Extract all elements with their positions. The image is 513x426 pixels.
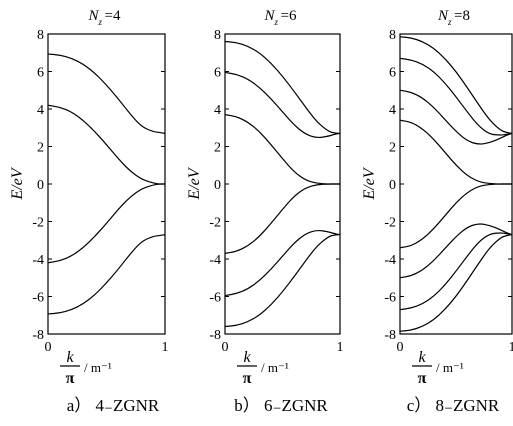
- energy-band-4: [225, 184, 340, 253]
- y-tick-label: 2: [389, 141, 396, 156]
- x-axis-label-k: k: [418, 349, 426, 366]
- energy-band-4: [48, 235, 165, 314]
- y-tick-label: 8: [37, 28, 44, 43]
- panel-caption: c） 8₋ZGNR: [407, 396, 500, 415]
- energy-band-2: [400, 58, 512, 135]
- energy-band-3: [400, 90, 512, 144]
- energy-band-1: [400, 37, 512, 134]
- y-tick-label: -6: [32, 291, 44, 306]
- panel-caption: b） 6₋ZGNR: [234, 396, 328, 415]
- energy-band-2: [48, 105, 165, 184]
- energy-band-4: [400, 120, 512, 184]
- y-tick-label: -2: [32, 216, 44, 231]
- y-tick-label: 4: [37, 103, 44, 118]
- y-tick-label: -4: [32, 253, 44, 268]
- x-tick-label: 1: [337, 340, 344, 355]
- y-tick-label: 0: [214, 178, 221, 193]
- panel-caption: a） 4₋ZGNR: [67, 396, 160, 415]
- y-tick-label: -8: [32, 328, 44, 343]
- y-tick-label: -8: [209, 328, 221, 343]
- y-tick-label: -2: [384, 216, 396, 231]
- x-axis-label-unit: / m⁻¹: [436, 360, 464, 375]
- y-tick-label: 4: [389, 103, 396, 118]
- y-tick-label: -8: [384, 328, 396, 343]
- energy-band-3: [48, 184, 165, 263]
- y-tick-label: 2: [37, 141, 44, 156]
- panel-title-subscript: z: [447, 17, 452, 27]
- x-tick-label: 0: [397, 340, 404, 355]
- y-axis-label: E/eV: [9, 166, 26, 200]
- y-tick-label: -4: [209, 253, 221, 268]
- y-tick-label: 8: [214, 28, 221, 43]
- y-tick-label: 2: [214, 141, 221, 156]
- y-axis-label: E/eV: [361, 166, 378, 200]
- y-tick-label: 6: [214, 66, 221, 81]
- y-tick-label: -2: [209, 216, 221, 231]
- energy-band-6: [400, 224, 512, 278]
- y-tick-label: 6: [389, 66, 396, 81]
- energy-band-3: [225, 115, 340, 184]
- y-tick-label: -6: [209, 291, 221, 306]
- energy-band-2: [225, 72, 340, 137]
- panel-title-value: =6: [281, 8, 297, 24]
- x-axis-label-unit: / m⁻¹: [84, 360, 112, 375]
- y-tick-label: -4: [384, 253, 396, 268]
- x-tick-label: 0: [45, 340, 52, 355]
- energy-band-5: [225, 231, 340, 296]
- x-axis-label-pi: π: [418, 370, 427, 387]
- x-axis-label-k: k: [66, 349, 74, 366]
- y-tick-label: 0: [389, 178, 396, 193]
- x-axis-label-pi: π: [243, 370, 252, 387]
- panel-title-subscript: z: [98, 17, 103, 27]
- x-tick-label: 0: [222, 340, 229, 355]
- y-tick-label: -6: [384, 291, 396, 306]
- energy-band-8: [400, 235, 512, 332]
- panel-title-value: =4: [105, 8, 121, 24]
- panel-title-value: =8: [454, 8, 470, 24]
- x-tick-label: 1: [162, 340, 169, 355]
- y-tick-label: 6: [37, 66, 44, 81]
- panel-title-subscript: z: [274, 17, 279, 27]
- y-tick-label: 4: [214, 103, 221, 118]
- plot-frame: [48, 34, 165, 334]
- y-tick-label: 8: [389, 28, 396, 43]
- x-tick-label: 1: [509, 340, 513, 355]
- x-axis-label-unit: / m⁻¹: [261, 360, 289, 375]
- x-axis-label-pi: π: [66, 370, 75, 387]
- y-tick-label: 0: [37, 178, 44, 193]
- energy-band-7: [400, 233, 512, 310]
- x-axis-label-k: k: [243, 349, 251, 366]
- energy-band-1: [48, 54, 165, 133]
- energy-band-5: [400, 184, 512, 248]
- y-axis-label: E/eV: [186, 166, 203, 200]
